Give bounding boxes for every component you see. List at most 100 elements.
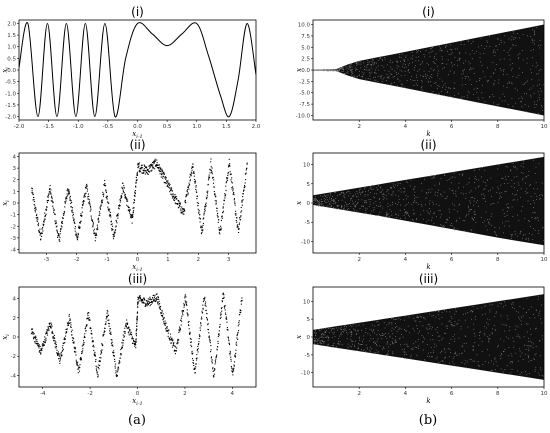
orbit-point xyxy=(518,74,520,76)
map-point xyxy=(150,170,152,172)
orbit-point xyxy=(532,347,534,348)
orbit-point xyxy=(408,316,410,318)
orbit-point xyxy=(398,318,399,319)
map-point xyxy=(201,316,203,318)
orbit-point xyxy=(479,365,481,367)
orbit-point xyxy=(516,199,518,201)
map-point xyxy=(228,344,231,346)
orbit-point xyxy=(330,69,331,71)
orbit-point xyxy=(522,163,524,164)
map-point xyxy=(180,324,182,326)
map-point xyxy=(229,163,231,165)
map-point xyxy=(209,168,211,170)
map-point xyxy=(115,225,117,227)
orbit-point xyxy=(403,351,405,353)
orbit-point xyxy=(411,52,413,54)
orbit-point xyxy=(341,343,343,345)
orbit-point xyxy=(417,328,418,329)
orbit-point xyxy=(418,60,420,62)
orbit-point xyxy=(391,211,392,212)
map-point xyxy=(203,213,205,215)
map-point xyxy=(55,222,57,225)
orbit-point xyxy=(400,75,402,77)
orbit-point xyxy=(414,186,416,188)
orbit-point xyxy=(380,187,382,189)
orbit-point xyxy=(449,88,451,90)
orbit-point xyxy=(400,57,402,59)
map-point xyxy=(125,196,127,198)
orbit-point xyxy=(397,204,398,206)
x-axis-label: k xyxy=(426,397,430,405)
orbit-point xyxy=(469,191,471,193)
map-point xyxy=(209,339,211,341)
map-point xyxy=(234,213,236,215)
orbit-point xyxy=(379,211,381,213)
map-point xyxy=(50,324,53,326)
map-point xyxy=(215,195,217,197)
orbit-point xyxy=(510,169,512,171)
orbit-point xyxy=(333,69,334,71)
map-point xyxy=(224,307,226,309)
map-point xyxy=(196,198,198,200)
map-point xyxy=(213,179,215,181)
map-point xyxy=(186,190,188,192)
orbit-point xyxy=(361,330,362,331)
map-point xyxy=(176,198,178,200)
orbit-point xyxy=(542,84,544,86)
orbit-point xyxy=(440,360,442,362)
map-point xyxy=(107,201,109,204)
map-point xyxy=(177,340,179,342)
map-point xyxy=(166,328,168,330)
map-point xyxy=(196,192,198,194)
orbit-point xyxy=(495,69,496,71)
orbit-point xyxy=(362,190,364,192)
orbit-point xyxy=(517,334,519,336)
map-point xyxy=(89,210,91,212)
map-point xyxy=(45,208,48,210)
orbit-point xyxy=(517,182,519,184)
orbit-point xyxy=(469,209,471,211)
orbit-point xyxy=(357,202,358,204)
x-tick-label: -1.0 xyxy=(73,124,84,130)
map-point xyxy=(127,205,129,207)
orbit-point xyxy=(395,194,396,196)
map-point xyxy=(100,351,102,353)
map-point xyxy=(121,186,123,188)
map-point xyxy=(166,326,168,328)
orbit-point xyxy=(453,227,455,229)
orbit-point xyxy=(382,60,383,62)
map-point xyxy=(189,176,191,178)
map-point xyxy=(69,326,72,328)
orbit-point xyxy=(409,215,410,217)
orbit-point xyxy=(458,204,460,206)
orbit-point xyxy=(465,336,467,338)
map-point xyxy=(86,188,89,190)
map-point xyxy=(150,164,152,166)
orbit-point xyxy=(510,372,512,374)
orbit-point xyxy=(482,198,484,200)
y-tick-label: 10 xyxy=(303,299,310,305)
orbit-point xyxy=(400,328,402,330)
orbit-point xyxy=(445,86,447,88)
orbit-point xyxy=(491,332,493,334)
orbit-point xyxy=(429,76,431,77)
map-point xyxy=(42,227,44,229)
orbit-point xyxy=(399,183,401,184)
orbit-point xyxy=(534,317,536,319)
map-point xyxy=(94,232,96,234)
map-point xyxy=(78,227,80,229)
orbit-point xyxy=(419,64,421,66)
orbit-point xyxy=(534,193,536,195)
map-point xyxy=(69,198,71,200)
orbit-point xyxy=(426,193,428,195)
orbit-point xyxy=(450,339,452,340)
map-point xyxy=(235,341,237,343)
map-point xyxy=(213,190,215,193)
orbit-point xyxy=(456,354,458,356)
map-point xyxy=(41,348,43,350)
map-point xyxy=(105,191,107,193)
orbit-point xyxy=(356,334,358,335)
orbit-point xyxy=(495,45,497,47)
orbit-point xyxy=(533,207,534,208)
orbit-point xyxy=(317,200,318,201)
